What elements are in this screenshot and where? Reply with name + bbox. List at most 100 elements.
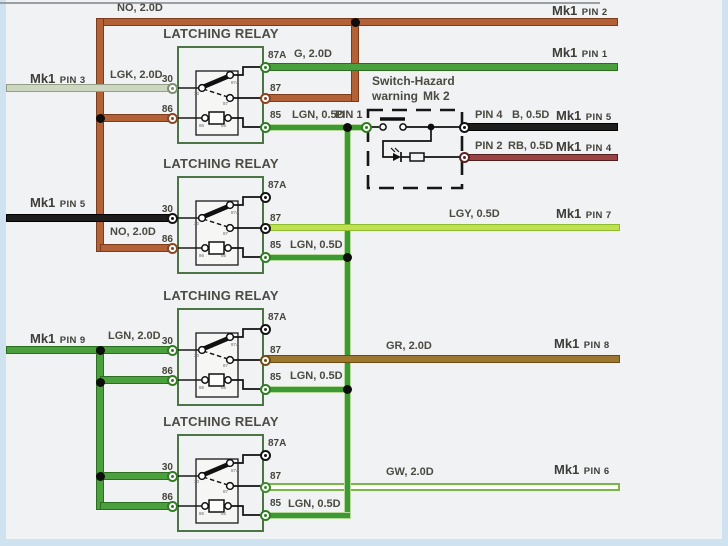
terminal-ring bbox=[167, 471, 178, 482]
wire-label-pin2: PIN 2 bbox=[475, 140, 503, 152]
wire-label-pin1: PIN 1 bbox=[335, 109, 363, 121]
svg-text:85: 85 bbox=[221, 385, 227, 390]
wire-label-gw: GW, 2.0D bbox=[386, 466, 434, 478]
connector-pin: PIN 8 bbox=[584, 340, 610, 351]
terminal-ring bbox=[260, 122, 271, 133]
svg-text:30: 30 bbox=[194, 479, 200, 484]
svg-text:85: 85 bbox=[221, 253, 227, 258]
terminal-ring bbox=[260, 384, 271, 395]
svg-text:30: 30 bbox=[194, 91, 200, 96]
connector-label-pin3-l: Mk1 PIN 3 bbox=[30, 70, 86, 88]
connector-label-pin9-l: Mk1 PIN 9 bbox=[30, 330, 86, 348]
wire-lgn-right-vertical bbox=[344, 124, 351, 519]
terminal-ring bbox=[459, 152, 470, 163]
page-edge-bottom bbox=[0, 539, 728, 546]
terminal-ring bbox=[167, 213, 178, 224]
connector-name: Mk1 bbox=[556, 206, 581, 221]
page-edge-right bbox=[722, 0, 728, 546]
connector-name: Mk1 bbox=[556, 108, 581, 123]
wire-relay1-87-riser bbox=[351, 18, 359, 102]
connector-name: Mk1 bbox=[552, 45, 577, 60]
terminal-label-87: 87 bbox=[270, 213, 281, 224]
switch-hazard-title-line2: warning bbox=[372, 89, 418, 103]
wire-label-lgy: LGY, 0.5D bbox=[449, 208, 500, 220]
switch-hazard-variant: Mk 2 bbox=[423, 89, 450, 103]
svg-text:86: 86 bbox=[199, 123, 205, 128]
wire-lgn-branch-relay4-86 bbox=[100, 502, 174, 510]
wire-lgn-branch-relay4-30 bbox=[100, 472, 174, 480]
wire-label-gr: GR, 2.0D bbox=[386, 340, 432, 352]
terminal-label-87a: 87A bbox=[268, 312, 286, 323]
terminal-label-87a: 87A bbox=[268, 180, 286, 191]
connector-name: Mk1 bbox=[30, 331, 55, 346]
junction-dot bbox=[96, 472, 105, 481]
terminal-label-87: 87 bbox=[270, 345, 281, 356]
wire-no-branch-relay1-86 bbox=[100, 114, 174, 122]
svg-text:87A: 87A bbox=[231, 210, 239, 215]
junction-dot bbox=[351, 18, 360, 27]
svg-text:86: 86 bbox=[199, 253, 205, 258]
relay-title: LATCHING RELAY bbox=[162, 156, 280, 171]
wire-label-b: B, 0.5D bbox=[512, 109, 549, 121]
connector-label-pin5-r: Mk1 PIN 5 bbox=[556, 107, 612, 125]
junction-dot bbox=[343, 385, 352, 394]
terminal-ring bbox=[167, 83, 178, 94]
latching-relay-4: LATCHING RELAY 30 87A 87 86 bbox=[177, 434, 264, 532]
svg-text:87: 87 bbox=[223, 363, 229, 368]
connector-pin: PIN 1 bbox=[582, 49, 608, 60]
junction-dot bbox=[343, 253, 352, 262]
terminal-ring bbox=[167, 345, 178, 356]
wire-b-mk1-pin5-left bbox=[6, 214, 174, 222]
terminal-ring bbox=[260, 93, 271, 104]
junction-dot bbox=[96, 378, 105, 387]
terminal-ring bbox=[260, 355, 271, 366]
switch-hazard-title-line1: Switch-Hazard bbox=[372, 74, 455, 88]
terminal-label-85: 85 bbox=[270, 498, 281, 509]
junction-dot bbox=[343, 123, 352, 132]
svg-text:87: 87 bbox=[223, 231, 229, 236]
terminal-ring bbox=[260, 510, 271, 521]
terminal-ring bbox=[459, 122, 470, 133]
wire-g-mk1-pin1 bbox=[265, 63, 618, 71]
svg-text:87A: 87A bbox=[231, 342, 239, 347]
terminal-ring bbox=[167, 375, 178, 386]
junction-dot bbox=[96, 346, 105, 355]
wire-no-branch-relay2-86 bbox=[100, 244, 174, 252]
terminal-label-87: 87 bbox=[270, 83, 281, 94]
terminal-label-85: 85 bbox=[270, 240, 281, 251]
connector-name: Mk1 bbox=[554, 462, 579, 477]
wire-label-no-r2: NO, 2.0D bbox=[110, 226, 156, 238]
connector-name: Mk1 bbox=[556, 139, 581, 154]
svg-text:87: 87 bbox=[223, 489, 229, 494]
connector-label-pin2-r: Mk1 PIN 2 bbox=[552, 2, 608, 20]
svg-text:86: 86 bbox=[199, 511, 205, 516]
connector-pin: PIN 2 bbox=[582, 7, 608, 18]
terminal-ring bbox=[260, 62, 271, 73]
terminal-ring bbox=[260, 482, 271, 493]
wire-lgn-branch-relay3-86 bbox=[100, 376, 174, 384]
svg-text:87: 87 bbox=[223, 101, 229, 106]
terminal-ring bbox=[260, 450, 271, 461]
terminal-ring bbox=[167, 501, 178, 512]
page-edge-left bbox=[0, 0, 6, 546]
connector-label-pin7-r: Mk1 PIN 7 bbox=[556, 205, 612, 223]
connector-pin: PIN 5 bbox=[586, 112, 612, 123]
svg-text:85: 85 bbox=[221, 511, 227, 516]
connector-name: Mk1 bbox=[552, 3, 577, 18]
connector-pin: PIN 6 bbox=[584, 466, 610, 477]
switch-hazard-schematic bbox=[360, 105, 472, 197]
terminal-label-87: 87 bbox=[270, 471, 281, 482]
terminal-label-87a: 87A bbox=[268, 438, 286, 449]
relay-title: LATCHING RELAY bbox=[162, 288, 280, 303]
wire-label-lgn2: LGN, 2.0D bbox=[108, 330, 161, 342]
connector-pin: PIN 5 bbox=[60, 199, 86, 210]
svg-text:87A: 87A bbox=[231, 468, 239, 473]
connector-label-pin5-l: Mk1 PIN 5 bbox=[30, 194, 86, 212]
terminal-label-85: 85 bbox=[270, 372, 281, 383]
wire-label-g: G, 2.0D bbox=[294, 48, 332, 60]
connector-pin: PIN 7 bbox=[586, 210, 612, 221]
terminal-label-87a: 87A bbox=[268, 50, 286, 61]
page-top-rule bbox=[0, 2, 600, 4]
wire-label-lgn-r3: LGN, 0.5D bbox=[290, 370, 343, 382]
wire-gr-mk1-pin8 bbox=[265, 355, 620, 363]
